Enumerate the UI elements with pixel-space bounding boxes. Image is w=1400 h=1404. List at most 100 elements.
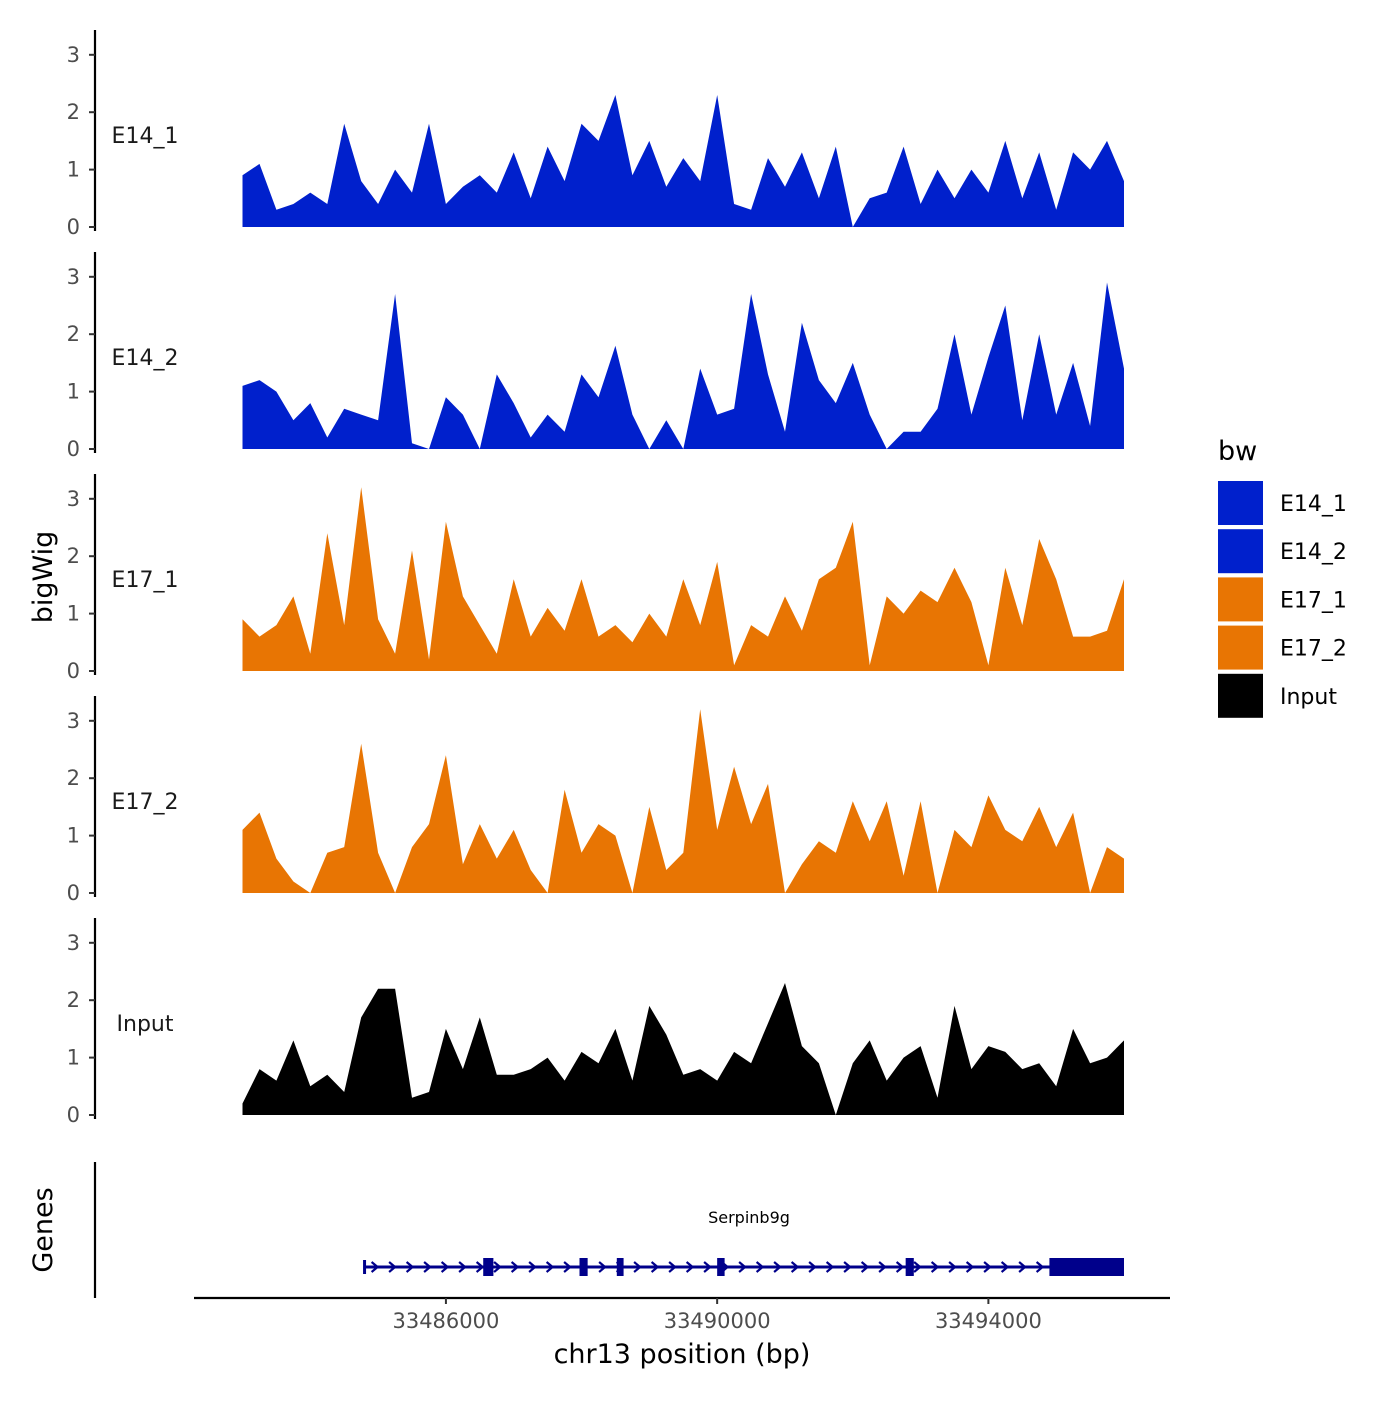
y-tick-label: 1: [67, 158, 80, 182]
gene-exon: [483, 1258, 494, 1276]
y-tick-label: 1: [67, 824, 80, 848]
y-tick-label: 3: [67, 487, 80, 511]
strand-arrow: [860, 1261, 870, 1273]
gene-exon: [905, 1258, 914, 1276]
x-tick-label: 33486000: [392, 1309, 499, 1333]
x-tick-label: 33494000: [935, 1309, 1042, 1333]
strand-arrow: [948, 1261, 957, 1273]
legend-key: [1218, 673, 1263, 718]
gene-label-serpinb9g: Serpinb9g: [708, 1208, 790, 1227]
coverage-area-e17-1: [242, 487, 1124, 671]
strand-arrow: [913, 1261, 922, 1273]
strand-arrow: [878, 1261, 887, 1273]
y-tick-label: 0: [67, 881, 80, 905]
strand-arrow: [755, 1261, 765, 1273]
legend-item-e17-2: E17_2: [1218, 625, 1347, 670]
track-e17-1: 0 1 2 3 E17_1: [67, 474, 1124, 683]
strand-arrow: [895, 1261, 905, 1273]
strand-arrow: [528, 1261, 537, 1273]
strand-arrow: [825, 1261, 835, 1273]
legend-item-e14-1: E14_1: [1218, 481, 1347, 525]
strand-arrow: [685, 1261, 695, 1273]
y-tick-label: 2: [67, 322, 80, 346]
x-axis-title: chr13 position (bp): [554, 1339, 811, 1370]
y-tick-label: 1: [67, 602, 80, 626]
track-e17-2: 0 1 2 3 E17_2: [67, 696, 1124, 905]
y-tick-label: 0: [67, 1103, 80, 1127]
track-e14-1: 0 1 2 3 E14_1: [67, 30, 1124, 239]
strand-arrow: [493, 1261, 502, 1273]
strand-arrow: [703, 1261, 712, 1273]
coverage-area-e14-1: [242, 95, 1124, 227]
y-tick-label: 1: [67, 1046, 80, 1070]
legend-label: E17_2: [1280, 637, 1347, 662]
strand-arrow: [370, 1261, 380, 1273]
y-tick-label: 0: [67, 215, 80, 239]
legend-title: bw: [1218, 436, 1257, 467]
coverage-area-e14-2: [242, 282, 1124, 449]
legend-label: Input: [1280, 685, 1337, 710]
legend-label: E14_1: [1280, 492, 1347, 517]
strand-arrow: [510, 1261, 520, 1273]
strand-arrow: [668, 1261, 677, 1273]
track-e14-2: 0 1 2 3 E14_2: [67, 252, 1124, 461]
gene-exon: [616, 1258, 624, 1276]
gene-model-serpinb9g: [363, 1258, 1124, 1276]
strand-arrow: [773, 1261, 782, 1273]
y-tick-label: 2: [67, 100, 80, 124]
legend-item-e17-1: E17_1: [1218, 577, 1347, 622]
strand-arrow: [738, 1261, 747, 1273]
track-label-input: Input: [117, 1012, 174, 1037]
gene-exon: [579, 1258, 588, 1276]
strand-arrow: [388, 1261, 397, 1273]
legend-item-e14-2: E14_2: [1218, 529, 1347, 574]
coverage-area-input: [242, 983, 1124, 1115]
coverage-area-e17-2: [242, 709, 1124, 893]
y-tick-label: 0: [67, 659, 80, 683]
strand-arrow: [458, 1261, 467, 1273]
legend: bw E14_1 E14_2 E17_1 E17_2 Input: [1218, 436, 1347, 718]
x-axis: chr13 position (bp) 33486000 33490000 3349…: [194, 1296, 1170, 1370]
y-tick-label: 2: [67, 988, 80, 1012]
strand-arrow: [563, 1261, 572, 1273]
track-label-e14-1: E14_1: [112, 124, 179, 149]
gene-exon: [717, 1258, 725, 1276]
strand-arrow: [405, 1261, 415, 1273]
strand-arrow: [475, 1261, 485, 1273]
strand-arrow: [650, 1261, 660, 1273]
genes-panel: Serpinb9g: [93, 1162, 1124, 1298]
track-label-e17-1: E17_1: [112, 568, 179, 593]
legend-key: [1218, 529, 1263, 574]
y-tick-label: 3: [67, 931, 80, 955]
strand-arrow: [843, 1261, 852, 1273]
track-label-e17-2: E17_2: [112, 790, 179, 815]
strand-arrow: [423, 1261, 432, 1273]
y-tick-label: 3: [67, 43, 80, 67]
strand-arrow: [598, 1261, 607, 1273]
track-label-e14-2: E14_2: [112, 346, 179, 371]
strand-arrow: [790, 1261, 800, 1273]
track-input: 0 1 2 3 Input: [67, 918, 1124, 1127]
strand-arrow: [930, 1261, 940, 1273]
tracks-layer: 0 1 2 3 E14_1 0 1 2 3 E14_2 0 1 2 3 E17_1 0 1 2 3 E17_2 0 1 2 3…: [67, 30, 1124, 1127]
legend-item-input: Input: [1218, 673, 1337, 718]
legend-key: [1218, 481, 1263, 525]
y-tick-label: 0: [67, 437, 80, 461]
legend-label: E14_2: [1280, 540, 1347, 565]
strand-arrow: [1000, 1261, 1010, 1273]
genes-axis-title: Genes: [28, 1187, 59, 1272]
legend-key: [1218, 625, 1263, 670]
strand-arrow: [440, 1261, 450, 1273]
y-tick-label: 1: [67, 380, 80, 404]
gene-exon: [1049, 1258, 1124, 1276]
strand-arrow: [965, 1261, 975, 1273]
strand-arrow: [545, 1261, 555, 1273]
x-tick-label: 33490000: [664, 1309, 771, 1333]
legend-key: [1218, 577, 1263, 622]
strand-arrow: [983, 1261, 992, 1273]
strand-arrow: [1035, 1261, 1045, 1273]
y-axis-title: bigWig: [28, 531, 59, 624]
y-tick-label: 2: [67, 544, 80, 568]
